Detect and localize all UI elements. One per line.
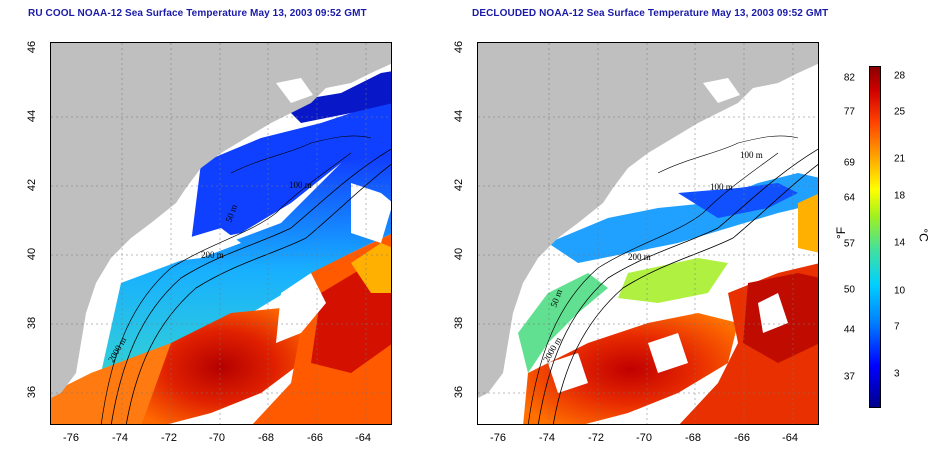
y-tick-label: 40: [26, 247, 38, 261]
x-tick-label: -74: [112, 432, 128, 444]
colorbar-f-tick: 69: [843, 157, 855, 169]
colorbar-f-tick: 82: [843, 72, 855, 84]
y-tick-label: 38: [453, 316, 465, 330]
x-tick-label: -72: [588, 432, 604, 444]
colorbar-c-tick: 10: [894, 285, 906, 297]
colorbar-f-tick: 57: [843, 238, 855, 250]
y-tick-label: 36: [26, 385, 38, 399]
y-tick-label: 46: [26, 40, 38, 54]
colorbar-unit-celsius: °C: [916, 228, 931, 242]
right-map-title: DECLOUDED NOAA-12 Sea Surface Temperatur…: [472, 8, 829, 19]
colorbar-c-tick: 14: [894, 237, 906, 249]
x-tick-label: -64: [355, 432, 371, 444]
contour-label-200m: 200 m: [201, 250, 224, 260]
colorbar-f-tick: 37: [843, 371, 855, 383]
y-tick-label: 42: [453, 178, 465, 192]
left-map-title: RU COOL NOAA-12 Sea Surface Temperature …: [28, 8, 367, 19]
y-tick-label: 46: [453, 40, 465, 54]
y-tick-label: 44: [453, 109, 465, 123]
x-tick-label: -68: [685, 432, 701, 444]
x-tick-label: -76: [490, 432, 506, 444]
right-sst-map: 100 m 100 m 200 m 2000 m 50 m: [477, 42, 819, 425]
x-tick-label: -72: [161, 432, 177, 444]
left-sst-map: 100 m 200 m 2000 m 50 m: [50, 42, 392, 425]
contour-label-100m-upper: 100 m: [740, 150, 763, 160]
x-tick-label: -64: [782, 432, 798, 444]
colorbar-f-tick: 50: [843, 284, 855, 296]
y-tick-label: 36: [453, 385, 465, 399]
colorbar-c-tick: 25: [894, 106, 906, 118]
contour-label-100m-lower: 100 m: [710, 182, 733, 192]
x-tick-label: -66: [307, 432, 323, 444]
y-tick-label: 38: [26, 316, 38, 330]
x-tick-label: -70: [636, 432, 652, 444]
x-tick-label: -76: [63, 432, 79, 444]
x-tick-label: -68: [258, 432, 274, 444]
colorbar-unit-fahrenheit: °F: [834, 226, 849, 240]
x-tick-label: -66: [734, 432, 750, 444]
colorbar-f-tick: 44: [843, 324, 855, 336]
colorbar-f-tick: 64: [843, 192, 855, 204]
contour-label-100m: 100 m: [289, 180, 312, 190]
y-tick-label: 42: [26, 178, 38, 192]
colorbar-c-tick: 3: [894, 368, 900, 380]
colorbar-c-tick: 28: [894, 70, 906, 82]
x-tick-label: -70: [209, 432, 225, 444]
colorbar-c-tick: 7: [894, 321, 900, 333]
y-tick-label: 40: [453, 247, 465, 261]
x-tick-label: -74: [539, 432, 555, 444]
colorbar-f-tick: 77: [843, 106, 855, 118]
colorbar-c-tick: 18: [894, 190, 906, 202]
y-tick-label: 44: [26, 109, 38, 123]
contour-label-200m: 200 m: [628, 252, 651, 262]
temperature-colorbar: [869, 66, 881, 408]
colorbar-c-tick: 21: [894, 153, 906, 165]
